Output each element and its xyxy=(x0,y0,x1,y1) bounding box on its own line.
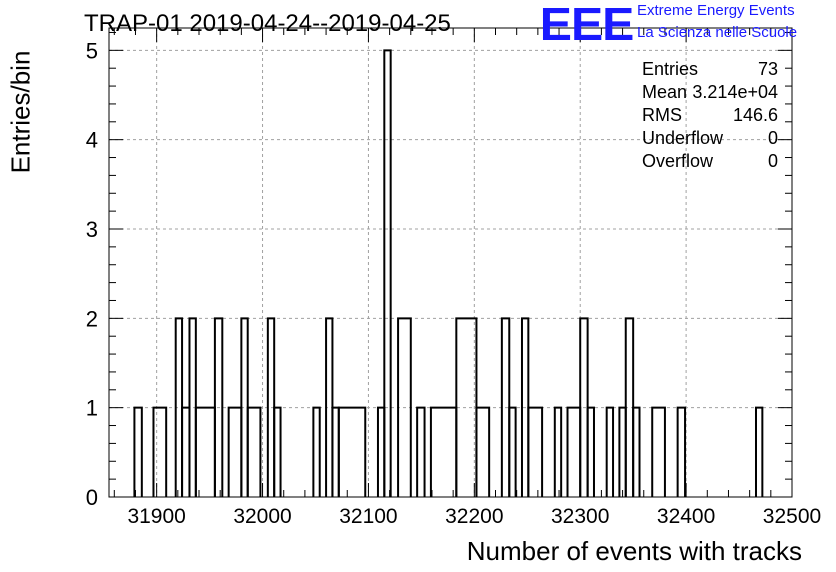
logo-line-1: Extreme Energy Events xyxy=(637,2,795,19)
histogram-bin xyxy=(397,317,412,497)
stats-rms-value: 146.6 xyxy=(732,105,778,125)
histogram-bin xyxy=(632,406,641,497)
histogram-bin xyxy=(227,406,243,497)
x-tick-label: 32100 xyxy=(339,505,397,528)
histogram-bin xyxy=(312,406,321,497)
histogram-bin xyxy=(605,406,615,497)
x-tick-label: 32500 xyxy=(763,505,821,528)
stats-overflow-row: Overflow 0 xyxy=(642,150,778,173)
plot-frame xyxy=(108,27,793,498)
x-tick-label: 32400 xyxy=(657,505,715,528)
histogram-bin xyxy=(273,406,282,497)
stats-entries-label: Entries xyxy=(642,59,699,79)
x-axis-label: Number of events with tracks xyxy=(466,536,802,566)
y-tick-label: 2 xyxy=(86,306,98,331)
histogram-bin xyxy=(416,406,426,497)
stats-mean-label: Mean xyxy=(642,82,688,102)
histogram-bin xyxy=(383,49,392,497)
histogram-bin xyxy=(651,406,666,497)
stats-overflow-value: 0 xyxy=(767,151,778,171)
plot-title: TRAP-01 2019-04-24--2019-04-25 xyxy=(84,10,451,37)
y-tick-label: 1 xyxy=(86,396,98,421)
histogram-bin xyxy=(754,406,764,497)
eee-logo: EEE xyxy=(539,0,635,50)
histogram-bin xyxy=(181,406,191,497)
histogram-bin xyxy=(337,406,367,497)
x-tick-label: 32300 xyxy=(551,505,609,528)
x-tick-label: 32000 xyxy=(233,505,291,528)
stats-underflow-value: 0 xyxy=(767,128,778,148)
stats-underflow-label: Underflow xyxy=(642,128,724,148)
stats-underflow-row: Underflow 0 xyxy=(642,127,778,150)
y-tick-label: 4 xyxy=(86,128,98,153)
y-tick-label: 5 xyxy=(86,38,98,63)
x-tick-label: 31900 xyxy=(127,505,185,528)
stats-overflow-label: Overflow xyxy=(642,151,714,171)
x-tick-label: 32200 xyxy=(445,505,503,528)
histogram-bin xyxy=(566,406,582,497)
y-axis-label: Entries/bin xyxy=(5,50,36,174)
histogram-bin xyxy=(676,406,687,497)
histogram-bin xyxy=(246,406,262,497)
histogram-bin xyxy=(586,406,595,497)
stats-box: Entries 73 Mean 3.214e+04 RMS 146.6 Unde… xyxy=(642,58,778,173)
histogram-bin xyxy=(133,406,143,497)
histogram-bin xyxy=(213,317,224,497)
histogram-bin xyxy=(152,406,168,497)
y-tick-label: 0 xyxy=(86,485,98,510)
histogram-bin xyxy=(475,406,491,497)
histogram-bin xyxy=(508,406,517,497)
logo-line-2: La Scienza nelle Scuole xyxy=(637,24,798,41)
stats-rms-label: RMS xyxy=(642,105,682,125)
stats-mean-row: Mean 3.214e+04 xyxy=(642,81,778,104)
stats-entries-row: Entries 73 xyxy=(642,58,778,81)
stats-rms-row: RMS 146.6 xyxy=(642,104,778,127)
histogram-bin xyxy=(527,406,544,497)
y-tick-label: 3 xyxy=(86,217,98,242)
stats-entries-value: 73 xyxy=(757,59,778,79)
histogram-bin xyxy=(553,406,563,497)
histogram-bin xyxy=(429,406,458,497)
stats-mean-value: 3.214e+04 xyxy=(692,82,778,102)
histogram-bin xyxy=(194,406,216,497)
